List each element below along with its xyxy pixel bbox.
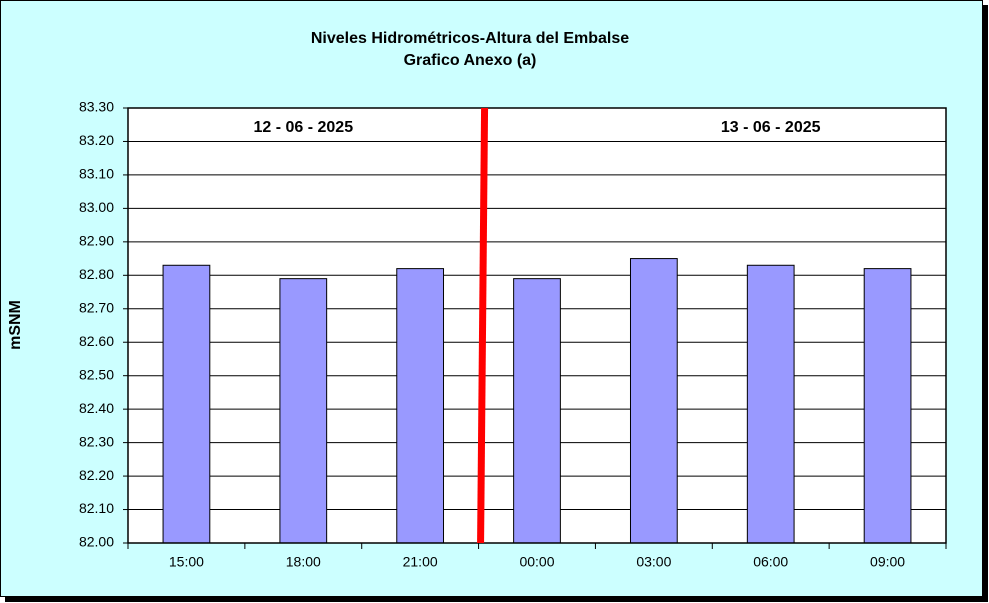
bar xyxy=(863,268,912,544)
y-tick-label: 82.30 xyxy=(79,433,114,449)
y-tick-label: 82.60 xyxy=(79,333,114,349)
bar xyxy=(162,264,211,544)
x-tick-label: 06:00 xyxy=(753,554,788,570)
chart-subtitle: Grafico Anexo (a) xyxy=(404,52,537,69)
date-annotation: 12 - 06 - 2025 xyxy=(253,119,353,136)
bar xyxy=(513,278,561,544)
y-tick-label: 83.00 xyxy=(79,199,114,215)
date-annotation: 13 - 06 - 2025 xyxy=(721,119,821,136)
x-tick-label: 15:00 xyxy=(169,554,204,570)
bar xyxy=(629,258,678,544)
x-tick-label: 03:00 xyxy=(636,554,671,570)
bar xyxy=(396,268,445,544)
y-tick-label: 82.50 xyxy=(79,366,114,382)
y-tick-label: 83.10 xyxy=(79,166,114,182)
y-tick-label: 82.70 xyxy=(79,299,114,315)
x-tick-label: 21:00 xyxy=(403,554,438,570)
y-tick-label: 82.80 xyxy=(79,266,114,282)
bar xyxy=(746,264,795,544)
y-tick-label: 83.30 xyxy=(79,99,114,115)
y-tick-label: 82.00 xyxy=(79,534,114,550)
day-separator xyxy=(477,107,489,544)
y-tick-label: 82.20 xyxy=(79,467,114,483)
y-tick-label: 83.20 xyxy=(79,132,114,148)
bar xyxy=(279,278,328,544)
chart-title: Niveles Hidrométricos-Altura del Embalse xyxy=(311,30,629,47)
y-tick-label: 82.10 xyxy=(79,500,114,516)
y-axis-label: mSNM xyxy=(7,300,24,350)
x-tick-label: 18:00 xyxy=(286,554,321,570)
x-tick-label: 09:00 xyxy=(870,554,905,570)
plot-border xyxy=(127,107,947,544)
x-tick-label: 00:00 xyxy=(519,554,554,570)
y-tick-label: 82.90 xyxy=(79,233,114,249)
y-tick-label: 82.40 xyxy=(79,400,114,416)
